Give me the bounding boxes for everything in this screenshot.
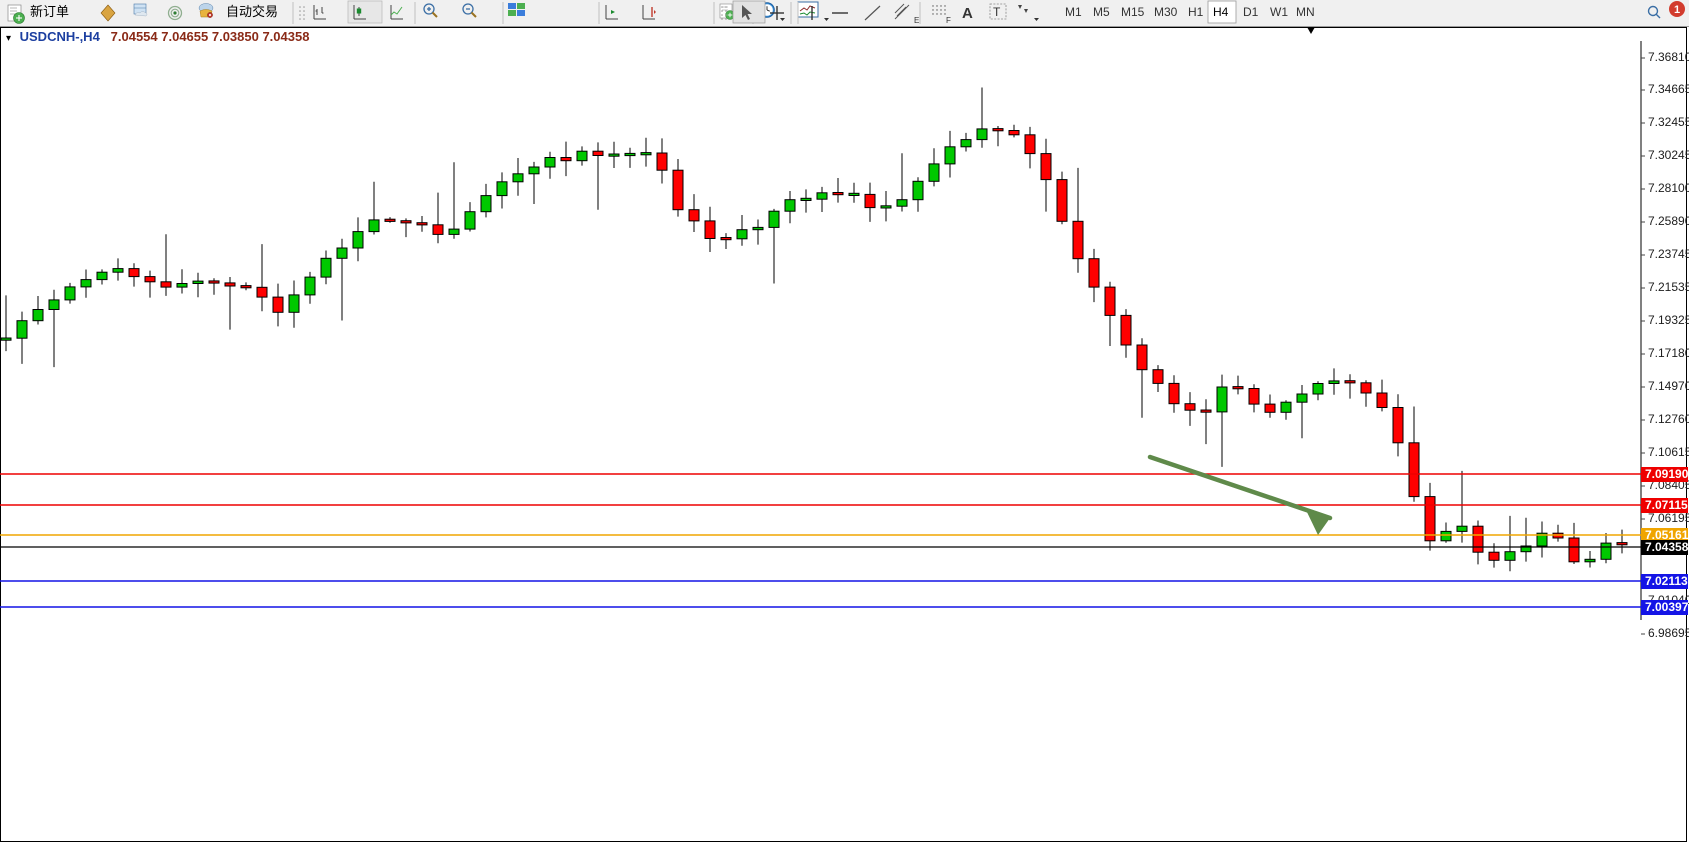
svg-text:7.28100: 7.28100 [1648,181,1689,195]
svg-text:7.09190: 7.09190 [1645,467,1689,481]
svg-text:7.21535: 7.21535 [1648,280,1689,294]
svg-text:7.02113: 7.02113 [1645,574,1688,588]
svg-text:7.23745: 7.23745 [1648,247,1689,261]
svg-text:7.12760: 7.12760 [1648,412,1689,426]
svg-text:7.25890: 7.25890 [1648,214,1689,228]
svg-text:7.06195: 7.06195 [1648,511,1689,525]
svg-text:7.17180: 7.17180 [1648,346,1689,360]
svg-text:7.36810: 7.36810 [1648,50,1689,64]
svg-text:7.04358: 7.04358 [1645,540,1689,554]
svg-text:7.32455: 7.32455 [1648,115,1689,129]
svg-text:7.00397: 7.00397 [1645,600,1689,614]
svg-text:7.07115: 7.07115 [1645,498,1688,512]
svg-text:7.30245: 7.30245 [1648,148,1689,162]
svg-text:7.19325: 7.19325 [1648,313,1689,327]
svg-text:7.14970: 7.14970 [1648,379,1689,393]
svg-text:7.10615: 7.10615 [1648,445,1689,459]
svg-text:7.34665: 7.34665 [1648,82,1689,96]
svg-text:6.98695: 6.98695 [1648,626,1689,640]
